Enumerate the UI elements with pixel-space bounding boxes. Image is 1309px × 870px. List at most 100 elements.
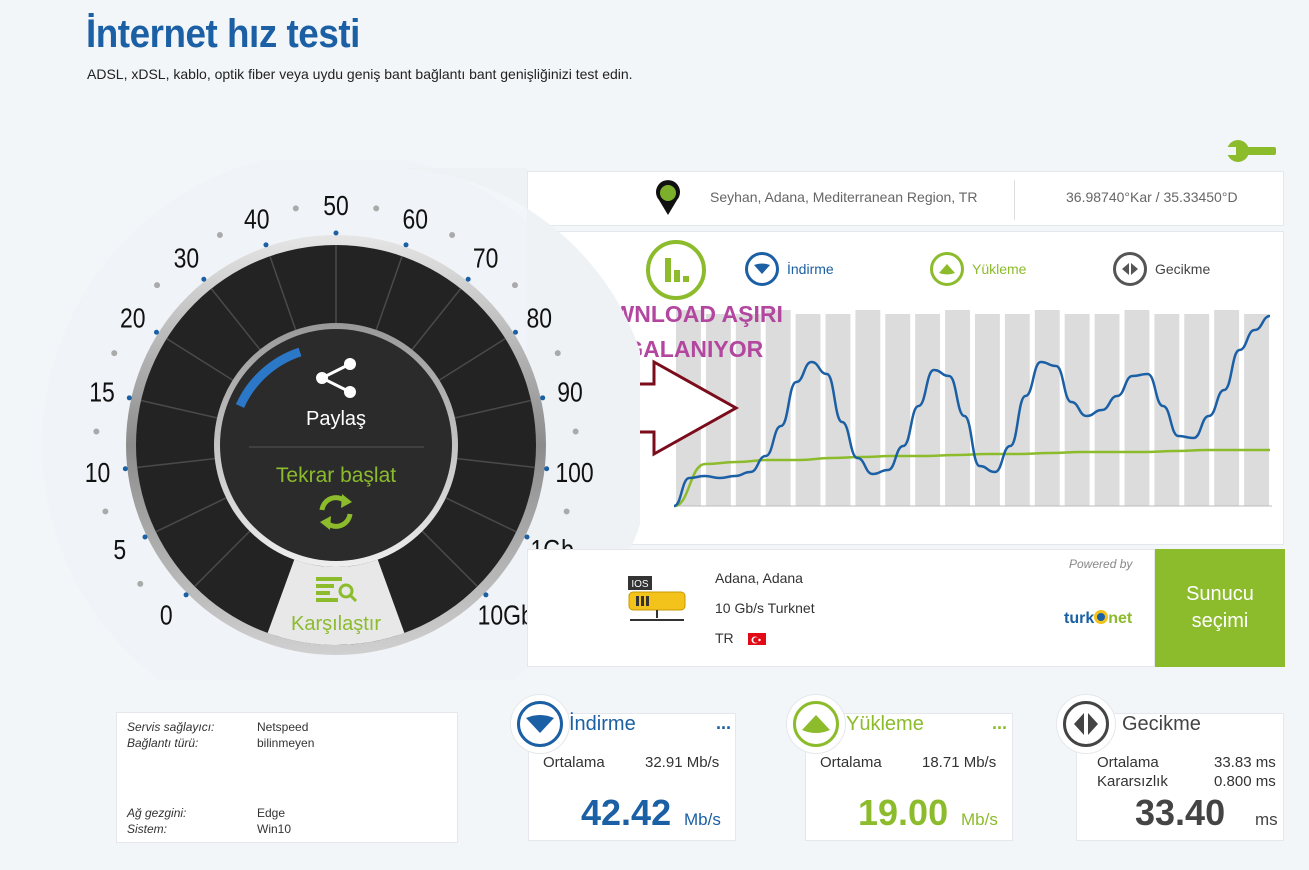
gauge-tick bbox=[201, 276, 207, 282]
turkey-flag-icon bbox=[747, 633, 766, 646]
chart-bar bbox=[825, 314, 851, 506]
share-label[interactable]: Paylaş bbox=[306, 408, 366, 430]
upload-unit: Mb/s bbox=[961, 810, 998, 829]
gauge-minor-dot bbox=[449, 231, 456, 238]
download-title: İndirme bbox=[569, 713, 636, 735]
gauge-scale-label: 5 bbox=[113, 535, 126, 566]
legend-download[interactable]: İndirme bbox=[745, 252, 834, 286]
gauge-divider bbox=[194, 530, 251, 587]
download-icon bbox=[745, 252, 779, 286]
connection-type-value: bilinmeyen bbox=[257, 736, 315, 750]
gauge-minor-dot bbox=[102, 508, 109, 515]
download-value: 42.42 bbox=[581, 792, 672, 833]
gauge-tick bbox=[333, 230, 339, 236]
gauge-scale-label: 0 bbox=[160, 601, 173, 632]
gauge-divider bbox=[445, 497, 517, 533]
turknet-logo: turk net bbox=[1064, 610, 1133, 627]
gauge-minor-dot bbox=[93, 428, 100, 435]
restart-label[interactable]: Tekrar başlat bbox=[276, 464, 396, 487]
legend-latency[interactable]: Gecikme bbox=[1113, 252, 1210, 286]
download-stat-icon bbox=[517, 701, 563, 747]
gauge-scale-label: 70 bbox=[473, 243, 499, 274]
refresh-icon[interactable] bbox=[319, 494, 353, 530]
jitter-label: Kararsızlık bbox=[1097, 773, 1168, 790]
server-provider: 10 Gb/s Turknet bbox=[715, 600, 815, 616]
turknet-logo-icon bbox=[1094, 610, 1109, 624]
compare-label[interactable]: Karşılaştır bbox=[291, 613, 381, 635]
bar-chart-icon[interactable] bbox=[646, 240, 706, 300]
download-unit: Mb/s bbox=[684, 810, 721, 829]
chart-bar bbox=[1004, 314, 1030, 506]
powered-by-label: Powered by bbox=[1069, 557, 1133, 571]
compare-icon bbox=[316, 577, 358, 603]
download-more-button[interactable]: ... bbox=[716, 713, 732, 733]
gauge-divider bbox=[166, 337, 234, 381]
gauge-minor-dot bbox=[572, 428, 579, 435]
gauge-scale-label: 10 bbox=[85, 458, 111, 489]
upload-more-button[interactable]: ... bbox=[992, 713, 1008, 733]
gauge-minor-dot bbox=[292, 205, 299, 212]
upload-series-line bbox=[674, 448, 1270, 508]
gauge-divider bbox=[140, 399, 218, 419]
gauge-tick bbox=[142, 534, 148, 540]
legend-upload[interactable]: Yükleme bbox=[930, 252, 1026, 286]
gauge-scale-label: 60 bbox=[403, 204, 429, 235]
divider bbox=[1014, 180, 1015, 220]
gauge-divider bbox=[438, 337, 506, 381]
server-city: Adana, Adana bbox=[715, 570, 803, 586]
speed-gauge: Paylaş Tekrar başlat Karşılaştır 0 5 10 15 2… bbox=[42, 160, 640, 680]
latency-avg-value: 33.83 ms bbox=[1214, 754, 1276, 771]
connection-type-key: Bağlantı türü: bbox=[127, 736, 199, 750]
download-avg-value: 32.91 Mb/s bbox=[645, 754, 720, 771]
location-text: Seyhan, Adana, Mediterranean Region, TR bbox=[710, 189, 978, 205]
upload-title: Yükleme bbox=[846, 713, 924, 735]
server-select-label-2: seçimi bbox=[1191, 610, 1249, 632]
chart-bar bbox=[1244, 314, 1269, 506]
gauge-tick bbox=[483, 592, 489, 598]
share-icon[interactable] bbox=[316, 358, 356, 398]
gauge-tick bbox=[403, 242, 409, 248]
chart-bar bbox=[885, 314, 911, 506]
server-country-row: TR bbox=[715, 630, 766, 646]
gauge-divider bbox=[155, 497, 227, 533]
gauge-tick bbox=[524, 534, 530, 540]
gauge-minor-dot bbox=[154, 282, 161, 289]
server-icon: IOS bbox=[628, 576, 686, 621]
gauge-tick bbox=[153, 329, 159, 335]
gauge-minor-dot bbox=[563, 508, 570, 515]
location-pin-icon bbox=[656, 180, 680, 215]
gauge-scale-label: 20 bbox=[120, 303, 146, 334]
chart-bar bbox=[975, 314, 1000, 506]
server-panel: IOS Adana, Adana 10 Gb/s Turknet TR Powe… bbox=[527, 549, 1155, 667]
gauge-scale-label: 30 bbox=[174, 243, 200, 274]
legend-download-label: İndirme bbox=[787, 261, 834, 277]
gauge-tick bbox=[126, 395, 132, 401]
latency-value: 33.40 bbox=[1135, 792, 1226, 833]
gauge-scale-label: 10Gb bbox=[478, 601, 534, 632]
browser-value: Edge bbox=[257, 806, 286, 820]
gauge-scale-label: 15 bbox=[89, 378, 115, 409]
server-select-button[interactable]: Sunucu seçimi bbox=[1155, 549, 1285, 667]
chart-bar bbox=[855, 310, 881, 506]
download-circle bbox=[510, 694, 570, 754]
gauge-scale-label: 90 bbox=[557, 378, 583, 409]
gauge-scale-label: 100 bbox=[555, 458, 593, 489]
gauge-scale-label: 40 bbox=[244, 204, 270, 235]
page-title: İnternet hız testi bbox=[86, 12, 360, 56]
gauge-divider bbox=[457, 457, 535, 469]
gauge-scale-label: 50 bbox=[323, 191, 349, 222]
gauge-divider bbox=[269, 255, 297, 331]
compare-segment[interactable] bbox=[267, 559, 405, 645]
gauge-scale-label: 80 bbox=[526, 303, 552, 334]
upload-stat-card: Ortalama 18.71 Mb/s 19.00 Mb/s bbox=[805, 713, 1013, 841]
server-country: TR bbox=[715, 630, 734, 646]
jitter-value: 0.800 ms bbox=[1214, 773, 1276, 790]
gauge-divider bbox=[375, 255, 403, 331]
download-series-line bbox=[674, 314, 1271, 508]
gauge-tick bbox=[183, 592, 189, 598]
latency-icon bbox=[1113, 252, 1147, 286]
gauge-minor-dot bbox=[554, 350, 561, 357]
wrench-icon[interactable] bbox=[1226, 138, 1276, 164]
gauge-tick bbox=[465, 276, 471, 282]
gauge-scale: 05101520304050607080901001Gb10Gb bbox=[85, 191, 594, 631]
